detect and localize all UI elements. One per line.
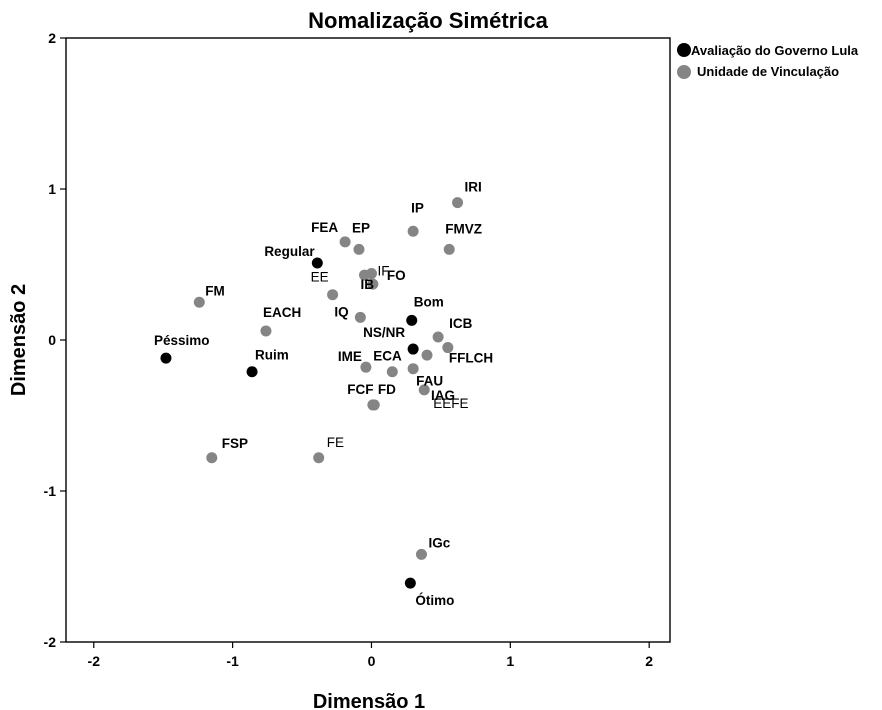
data-point	[404, 577, 416, 589]
data-point	[418, 384, 430, 396]
data-point	[442, 342, 454, 354]
data-point	[421, 349, 433, 361]
x-tick-label: 1	[506, 653, 514, 669]
y-tick-label: -1	[44, 483, 57, 499]
y-axis-label: Dimensão 2	[8, 284, 30, 396]
chart-title: Nomalização Simétrica	[308, 8, 548, 33]
legend-marker-avaliacao	[677, 43, 691, 57]
data-point	[193, 296, 205, 308]
data-point	[443, 243, 455, 255]
data-point-label: ECA	[373, 349, 402, 364]
data-point-label: FCF	[347, 382, 373, 397]
data-point-label: FAU	[416, 374, 443, 389]
data-point	[367, 399, 379, 411]
data-point	[407, 343, 419, 355]
y-tick-label: 1	[48, 181, 56, 197]
x-tick-label: 2	[645, 653, 653, 669]
data-point-label: FFLCH	[449, 351, 493, 366]
data-point-label: FMVZ	[445, 221, 482, 236]
data-point	[386, 366, 398, 378]
data-point-label: FSP	[222, 436, 248, 451]
data-point	[313, 452, 325, 464]
legend-label-avaliacao: Avaliação do Governo Lula	[691, 43, 859, 58]
data-point	[160, 352, 172, 364]
x-tick-label: 0	[368, 653, 376, 669]
data-point-label: FO	[387, 268, 406, 283]
data-point-label: Ótimo	[415, 593, 454, 608]
x-axis-ticks: -2 -1 0 1 2	[88, 642, 653, 669]
data-point	[339, 236, 351, 248]
data-points	[160, 197, 464, 589]
data-point	[360, 361, 372, 373]
data-point-label: EACH	[263, 305, 301, 320]
data-point-label: FD	[378, 382, 396, 397]
data-point	[415, 548, 427, 560]
data-point	[407, 363, 419, 375]
data-point-label: IQ	[334, 304, 348, 319]
data-point-label: EEFE	[433, 396, 468, 411]
data-point-label: Péssimo	[154, 333, 210, 348]
data-point-label: IF	[377, 264, 389, 279]
data-point-label: ICB	[449, 316, 473, 331]
data-point	[246, 366, 258, 378]
data-point-label: FE	[327, 435, 344, 450]
data-point	[367, 278, 379, 290]
data-point-label: IGc	[428, 535, 450, 550]
data-point	[359, 269, 371, 281]
data-point-label: Ruim	[255, 348, 289, 363]
data-point	[354, 311, 366, 323]
y-axis-ticks: -2 -1 0 1 2	[44, 30, 66, 650]
data-point	[452, 197, 464, 209]
data-point-label: Regular	[264, 244, 315, 259]
y-tick-label: 0	[48, 332, 56, 348]
data-point-label: IME	[338, 349, 362, 364]
data-point-label: EP	[352, 220, 370, 235]
data-point-label: IB	[361, 277, 375, 292]
data-point	[353, 243, 365, 255]
y-tick-label: 2	[48, 30, 56, 46]
data-point-label: FEA	[311, 220, 338, 235]
data-point-label: FM	[205, 283, 225, 298]
data-point	[406, 314, 418, 326]
legend-label-unidade: Unidade de Vinculação	[697, 64, 839, 79]
legend-marker-unidade	[677, 65, 691, 79]
data-point-label: IP	[411, 200, 424, 215]
x-tick-label: -1	[226, 653, 239, 669]
x-tick-label: -2	[88, 653, 101, 669]
y-tick-label: -2	[44, 634, 57, 650]
data-point-label: NS/NR	[363, 325, 405, 340]
data-point	[432, 331, 444, 343]
x-axis-label: Dimensão 1	[313, 691, 425, 710]
point-labels: Péssimo Ruim Regular Bom NS/NR Ótimo FM EACH FSP…	[154, 180, 493, 609]
data-point	[407, 225, 419, 237]
data-point	[260, 325, 272, 337]
data-point-label: Bom	[414, 294, 444, 309]
data-point-label: IAG	[431, 388, 455, 403]
legend: Avaliação do Governo Lula Unidade de Vin…	[677, 43, 859, 79]
data-point-label: EE	[311, 270, 329, 285]
data-point	[327, 289, 339, 301]
data-point	[206, 452, 218, 464]
data-point-label: IRI	[465, 180, 482, 195]
data-point	[311, 257, 323, 269]
